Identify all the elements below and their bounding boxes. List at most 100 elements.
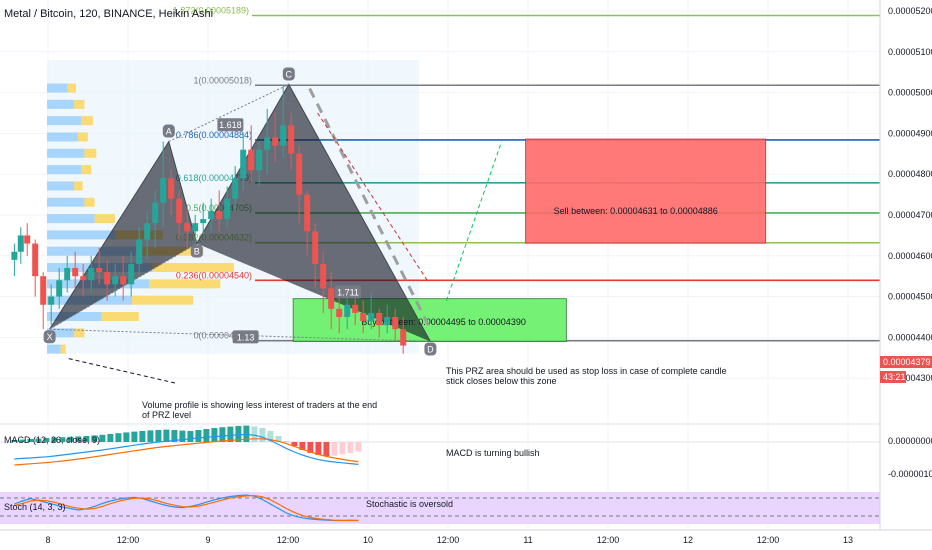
sell-zone-label: Sell between: 0.00004631 to 0.00004886 xyxy=(554,206,718,216)
candle-body xyxy=(248,149,255,171)
countdown-badge xyxy=(880,371,906,383)
ratio-label: 1.13 xyxy=(237,332,255,342)
time-tick-label: 12:00 xyxy=(597,535,620,545)
ratio-badge xyxy=(217,118,244,132)
volume-bar-up xyxy=(47,344,61,354)
macd-histogram-bar xyxy=(27,439,34,442)
sell-zone xyxy=(525,138,767,244)
macd-histogram-bar xyxy=(115,433,122,442)
volume-bar-down xyxy=(74,181,83,191)
pattern-legs xyxy=(49,83,431,342)
price-tick-label: 0.00004600 xyxy=(888,251,932,261)
macd-histogram-bar xyxy=(219,427,226,442)
macd-histogram-bar xyxy=(163,429,170,442)
candle-body xyxy=(88,268,95,281)
pattern-xd-diagonal xyxy=(49,328,431,342)
candle-body xyxy=(80,276,87,281)
time-tick-label: 11 xyxy=(523,535,532,545)
stoch-note: Stochastic is oversold xyxy=(366,499,453,509)
price-tick-label: 0.00004500 xyxy=(888,292,932,302)
volume-bar-down xyxy=(67,83,76,93)
macd-note: MACD is turning bullish xyxy=(446,448,540,458)
candle-body xyxy=(376,312,383,326)
volume-bar-up xyxy=(47,197,85,207)
pattern-point-label: A xyxy=(166,127,172,137)
macd-panel[interactable]: MACD (12, 26, close, 9) MACD is turning b… xyxy=(0,423,880,466)
volume-bar-down xyxy=(77,132,88,142)
countdown-label: 43:21 xyxy=(883,372,906,382)
price-tick-label: 0.00004900 xyxy=(888,128,932,138)
volume-bar-down xyxy=(132,295,194,305)
candle-body xyxy=(136,239,143,264)
candle-body xyxy=(112,276,119,285)
candle-body xyxy=(56,280,63,297)
price-tick-label: 0.00005200 xyxy=(888,6,932,16)
macd-histogram-bar xyxy=(99,434,106,442)
stochastic-panel[interactable]: Stoch (14, 3, 3) Stochastic is oversold xyxy=(0,492,880,524)
volume-bar-up xyxy=(47,148,85,158)
price-tick-label: 0.00004800 xyxy=(888,169,932,179)
time-tick-label: 12:00 xyxy=(757,535,780,545)
time-tick-label: 13 xyxy=(843,535,853,545)
macd-histogram-bar xyxy=(323,442,330,456)
pattern-labels: X A B C D 1.618 1.711 1.13 This PRZ area should … xyxy=(43,67,727,420)
volume-note-pointer xyxy=(65,357,176,384)
time-axis[interactable]: 8 12:00 9 12:00 10 12:00 11 12:00 12 12:00 13 xyxy=(0,529,932,545)
candle-body xyxy=(384,317,391,326)
candle-body xyxy=(320,263,327,289)
candle-body xyxy=(288,125,295,154)
price-tick-label: 0.00004700 xyxy=(888,210,932,220)
candle-body xyxy=(72,268,79,277)
macd-histogram-bar xyxy=(147,430,154,442)
pattern-point-label: X xyxy=(47,332,53,342)
macd-histogram-bar xyxy=(299,442,306,450)
volume-bar-down xyxy=(74,328,85,338)
volume-bar-down xyxy=(81,116,93,126)
volume-bar-up xyxy=(47,132,78,142)
ratio-label: 1.711 xyxy=(337,288,359,298)
candle-body xyxy=(256,149,263,171)
candle-body xyxy=(40,276,47,305)
macd-histogram-bar xyxy=(275,436,282,442)
fib-level-label: 1.272(0.00005189) xyxy=(173,5,249,15)
macd-histogram-bar xyxy=(315,442,322,455)
macd-histogram-bar xyxy=(259,428,266,442)
pattern-point-label: D xyxy=(427,344,434,354)
macd-histogram-bar xyxy=(155,430,162,442)
candle-body xyxy=(17,235,24,252)
projection-arrows xyxy=(65,87,503,384)
volume-bar-up xyxy=(47,230,115,240)
volume-bar-up xyxy=(47,214,95,224)
candle-body xyxy=(64,268,71,281)
volume-bar-down xyxy=(101,312,139,321)
macd-histogram-bar xyxy=(179,430,186,442)
pattern-point-badge xyxy=(424,342,437,356)
macd-line xyxy=(14,433,359,465)
price-tick-label: 0.00005000 xyxy=(888,88,932,98)
pattern-point-badge xyxy=(43,330,56,344)
volume-bar-down xyxy=(149,279,221,289)
macd-histogram-bar xyxy=(331,442,338,456)
candle-body xyxy=(352,304,359,313)
macd-histogram-bar xyxy=(139,431,146,442)
ratio-badge xyxy=(335,285,361,299)
macd-histogram-bar xyxy=(227,426,234,442)
candle-body xyxy=(344,304,351,317)
candle-body xyxy=(120,276,127,285)
candle-body xyxy=(224,198,231,220)
projection-arrow-red xyxy=(317,112,428,281)
current-price-badge xyxy=(880,356,932,368)
volume-bar-down xyxy=(152,263,234,273)
fib-level-label: 0.786(0.00004884) xyxy=(176,130,252,140)
volume-bar-down xyxy=(74,99,85,109)
projection-arrow-grey xyxy=(308,87,432,330)
candle-body xyxy=(11,251,18,260)
fib-level-label: 0.236(0.00004540) xyxy=(176,270,252,280)
candle-body xyxy=(200,219,207,224)
price-axis[interactable]: 0.00005200 0.00005100 0.00005000 0.00004900… xyxy=(879,0,932,530)
macd-histogram-bar xyxy=(203,429,210,442)
volume-bar-down xyxy=(60,344,66,354)
macd-histogram-bar xyxy=(307,442,314,453)
candle-body xyxy=(96,268,103,273)
